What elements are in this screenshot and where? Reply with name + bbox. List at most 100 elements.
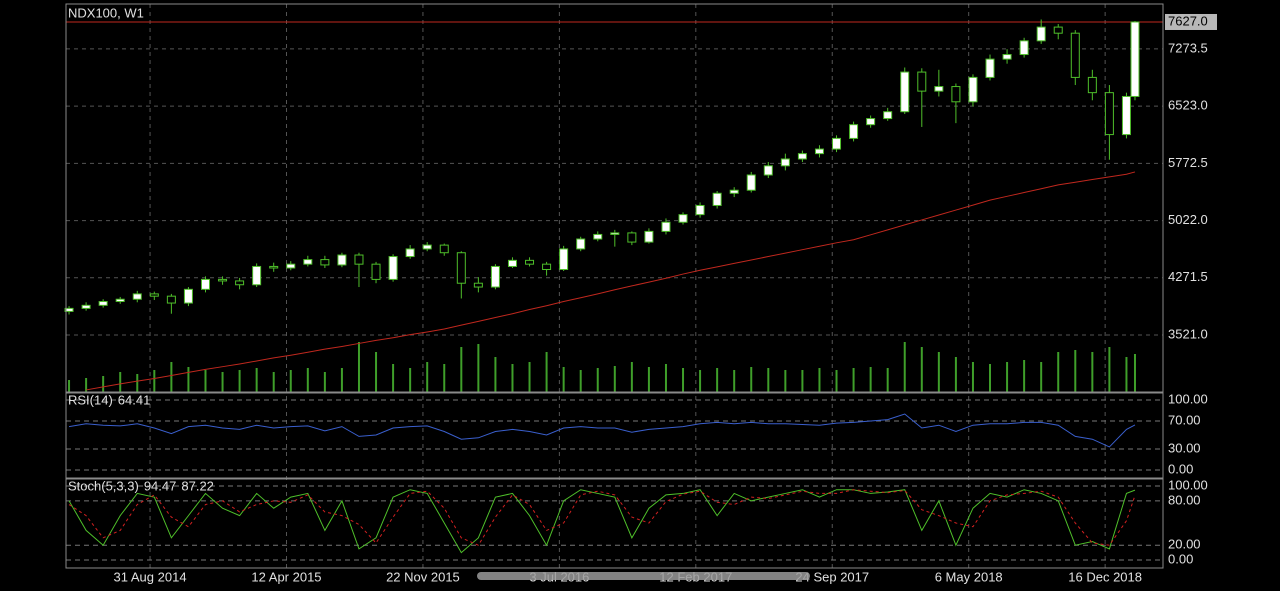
candle-body	[235, 280, 245, 286]
candle-body	[746, 174, 756, 191]
candle-body	[166, 295, 176, 304]
candle-body	[1121, 95, 1131, 136]
candle-body	[610, 232, 620, 235]
candle-body	[303, 259, 313, 265]
candle-body	[473, 282, 483, 288]
candle-body	[900, 71, 910, 113]
candle-body	[1036, 26, 1046, 42]
candle-body	[814, 148, 824, 155]
candle-body	[593, 233, 603, 240]
candle-body	[1130, 21, 1140, 97]
candle-body	[576, 238, 586, 250]
candle-body	[1104, 92, 1114, 136]
indicator-title: Stoch(5,3,3)	[68, 478, 139, 493]
candle-body	[678, 214, 688, 223]
price-label-box	[1165, 13, 1217, 30]
candle-body	[559, 248, 569, 271]
candle-body	[405, 248, 415, 258]
candle-body	[985, 58, 995, 78]
candle-body	[371, 263, 381, 280]
candle-body	[507, 259, 517, 267]
candle-body	[661, 221, 671, 232]
candle-body	[490, 265, 500, 288]
chart-title: NDX100, W1	[68, 5, 144, 20]
candle-body	[132, 293, 142, 300]
panel-frame	[65, 392, 1164, 479]
y-tick-label: 6523.0	[1168, 98, 1208, 113]
panel-frame	[65, 3, 1164, 393]
candle-body	[968, 76, 978, 103]
indicator-line	[68, 489, 1136, 546]
y-tick-label: 100.00	[1168, 477, 1208, 492]
candle-body	[320, 259, 330, 266]
panel-frame	[65, 478, 1164, 569]
candle-body	[627, 232, 637, 243]
y-tick-label: 7273.5	[1168, 40, 1208, 55]
candle-body	[286, 263, 296, 269]
y-tick-label: 80.00	[1168, 492, 1201, 507]
candle-body	[525, 259, 535, 265]
candle-body	[149, 293, 159, 297]
candle-body	[729, 189, 739, 194]
y-tick-label: 4271.5	[1168, 269, 1208, 284]
y-tick-label: 3521.0	[1168, 326, 1208, 341]
candle-body	[200, 278, 210, 290]
candle-body	[269, 265, 279, 269]
candle-body	[763, 165, 773, 176]
candle-body	[832, 137, 842, 150]
candle-body	[849, 124, 859, 139]
y-tick-label: 100.00	[1168, 391, 1208, 406]
candle-body	[388, 256, 398, 280]
candle-body	[64, 307, 74, 312]
candle-body	[1002, 54, 1012, 60]
candle-body	[456, 252, 466, 284]
y-tick-label: 20.00	[1168, 537, 1201, 552]
candle-body	[866, 118, 876, 126]
candle-body	[439, 244, 449, 254]
candle-body	[337, 254, 347, 266]
candle-body	[695, 204, 705, 216]
y-tick-label: 5772.5	[1168, 155, 1208, 170]
y-tick-label: 70.00	[1168, 412, 1201, 427]
candle-body	[98, 301, 108, 306]
candle-body	[252, 265, 262, 286]
x-tick-label: 16 Dec 2018	[1068, 569, 1142, 584]
x-tick-label: 22 Nov 2015	[386, 569, 460, 584]
indicator-value: 64.41	[118, 392, 151, 407]
candle-body	[951, 86, 961, 103]
indicator-value: 87.22	[181, 478, 214, 493]
candle-body	[1070, 32, 1080, 78]
candle-body	[1087, 76, 1097, 94]
candle-body	[354, 254, 364, 265]
candle-body	[81, 304, 91, 309]
y-tick-label: 0.00	[1168, 461, 1193, 476]
candle-body	[542, 263, 552, 271]
x-tick-label: 24 Sep 2017	[795, 569, 869, 584]
indicator-line	[68, 413, 1136, 448]
indicator-title: RSI(14)	[68, 392, 113, 407]
x-tick-label: 6 May 2018	[935, 569, 1003, 584]
y-tick-label: 0.00	[1168, 551, 1193, 566]
candle-body	[115, 298, 125, 303]
candle-body	[883, 111, 893, 120]
candle-body	[644, 230, 654, 243]
y-tick-label: 5022.0	[1168, 212, 1208, 227]
candle-body	[1053, 26, 1063, 34]
candle-body	[183, 288, 193, 304]
indicator-line	[68, 489, 1136, 554]
candle-body	[218, 278, 228, 282]
x-tick-label: 12 Apr 2015	[251, 569, 321, 584]
candle-body	[917, 71, 927, 92]
candle-body	[934, 86, 944, 92]
x-tick-label: 31 Aug 2014	[114, 569, 187, 584]
candle-body	[712, 192, 722, 206]
candle-body	[797, 153, 807, 160]
indicator-value: 94.47	[144, 478, 177, 493]
moving-average	[86, 171, 1136, 391]
candle-body	[1019, 40, 1029, 56]
candle-body	[422, 244, 432, 250]
scrollbar[interactable]	[477, 572, 810, 580]
price-label: 7627.0	[1168, 13, 1208, 28]
